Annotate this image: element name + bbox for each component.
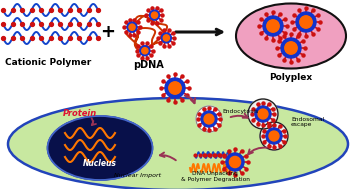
Text: Nuclear Import: Nuclear Import (114, 174, 161, 178)
Circle shape (196, 106, 222, 132)
Circle shape (269, 131, 279, 141)
Circle shape (263, 16, 283, 36)
Circle shape (161, 33, 171, 43)
Circle shape (140, 46, 150, 56)
Text: pDNA: pDNA (133, 60, 164, 70)
Circle shape (266, 128, 282, 144)
FancyArrowPatch shape (185, 96, 195, 103)
Circle shape (296, 12, 316, 32)
Circle shape (258, 109, 268, 119)
Circle shape (204, 114, 214, 124)
Circle shape (229, 156, 241, 168)
FancyArrowPatch shape (230, 114, 247, 118)
Circle shape (149, 10, 160, 20)
Text: Protein: Protein (63, 108, 97, 118)
Text: +: + (101, 23, 115, 41)
Circle shape (281, 38, 301, 58)
Text: Polyplex: Polyplex (269, 73, 313, 82)
Circle shape (142, 48, 148, 54)
Ellipse shape (47, 116, 153, 180)
Circle shape (267, 20, 279, 32)
Circle shape (169, 82, 181, 94)
Circle shape (129, 24, 135, 30)
Circle shape (255, 106, 271, 122)
Text: Cationic Polymer: Cationic Polymer (5, 58, 91, 67)
Text: Endosomal
escape: Endosomal escape (291, 117, 324, 127)
Circle shape (248, 99, 278, 129)
Circle shape (226, 153, 244, 171)
Circle shape (127, 22, 137, 32)
Circle shape (300, 16, 312, 28)
Text: DNA Unpacking
& Polymer Degradation: DNA Unpacking & Polymer Degradation (181, 171, 250, 182)
Circle shape (285, 42, 297, 54)
Text: Endocytosis: Endocytosis (222, 108, 258, 114)
FancyArrowPatch shape (92, 118, 96, 125)
Ellipse shape (8, 98, 348, 189)
Circle shape (165, 78, 185, 98)
Text: Nucleus: Nucleus (83, 160, 117, 169)
Circle shape (163, 35, 170, 41)
Ellipse shape (236, 4, 346, 68)
Circle shape (201, 111, 217, 127)
Circle shape (152, 12, 158, 18)
FancyArrowPatch shape (248, 148, 267, 154)
FancyArrowPatch shape (160, 153, 176, 160)
Circle shape (260, 122, 288, 150)
